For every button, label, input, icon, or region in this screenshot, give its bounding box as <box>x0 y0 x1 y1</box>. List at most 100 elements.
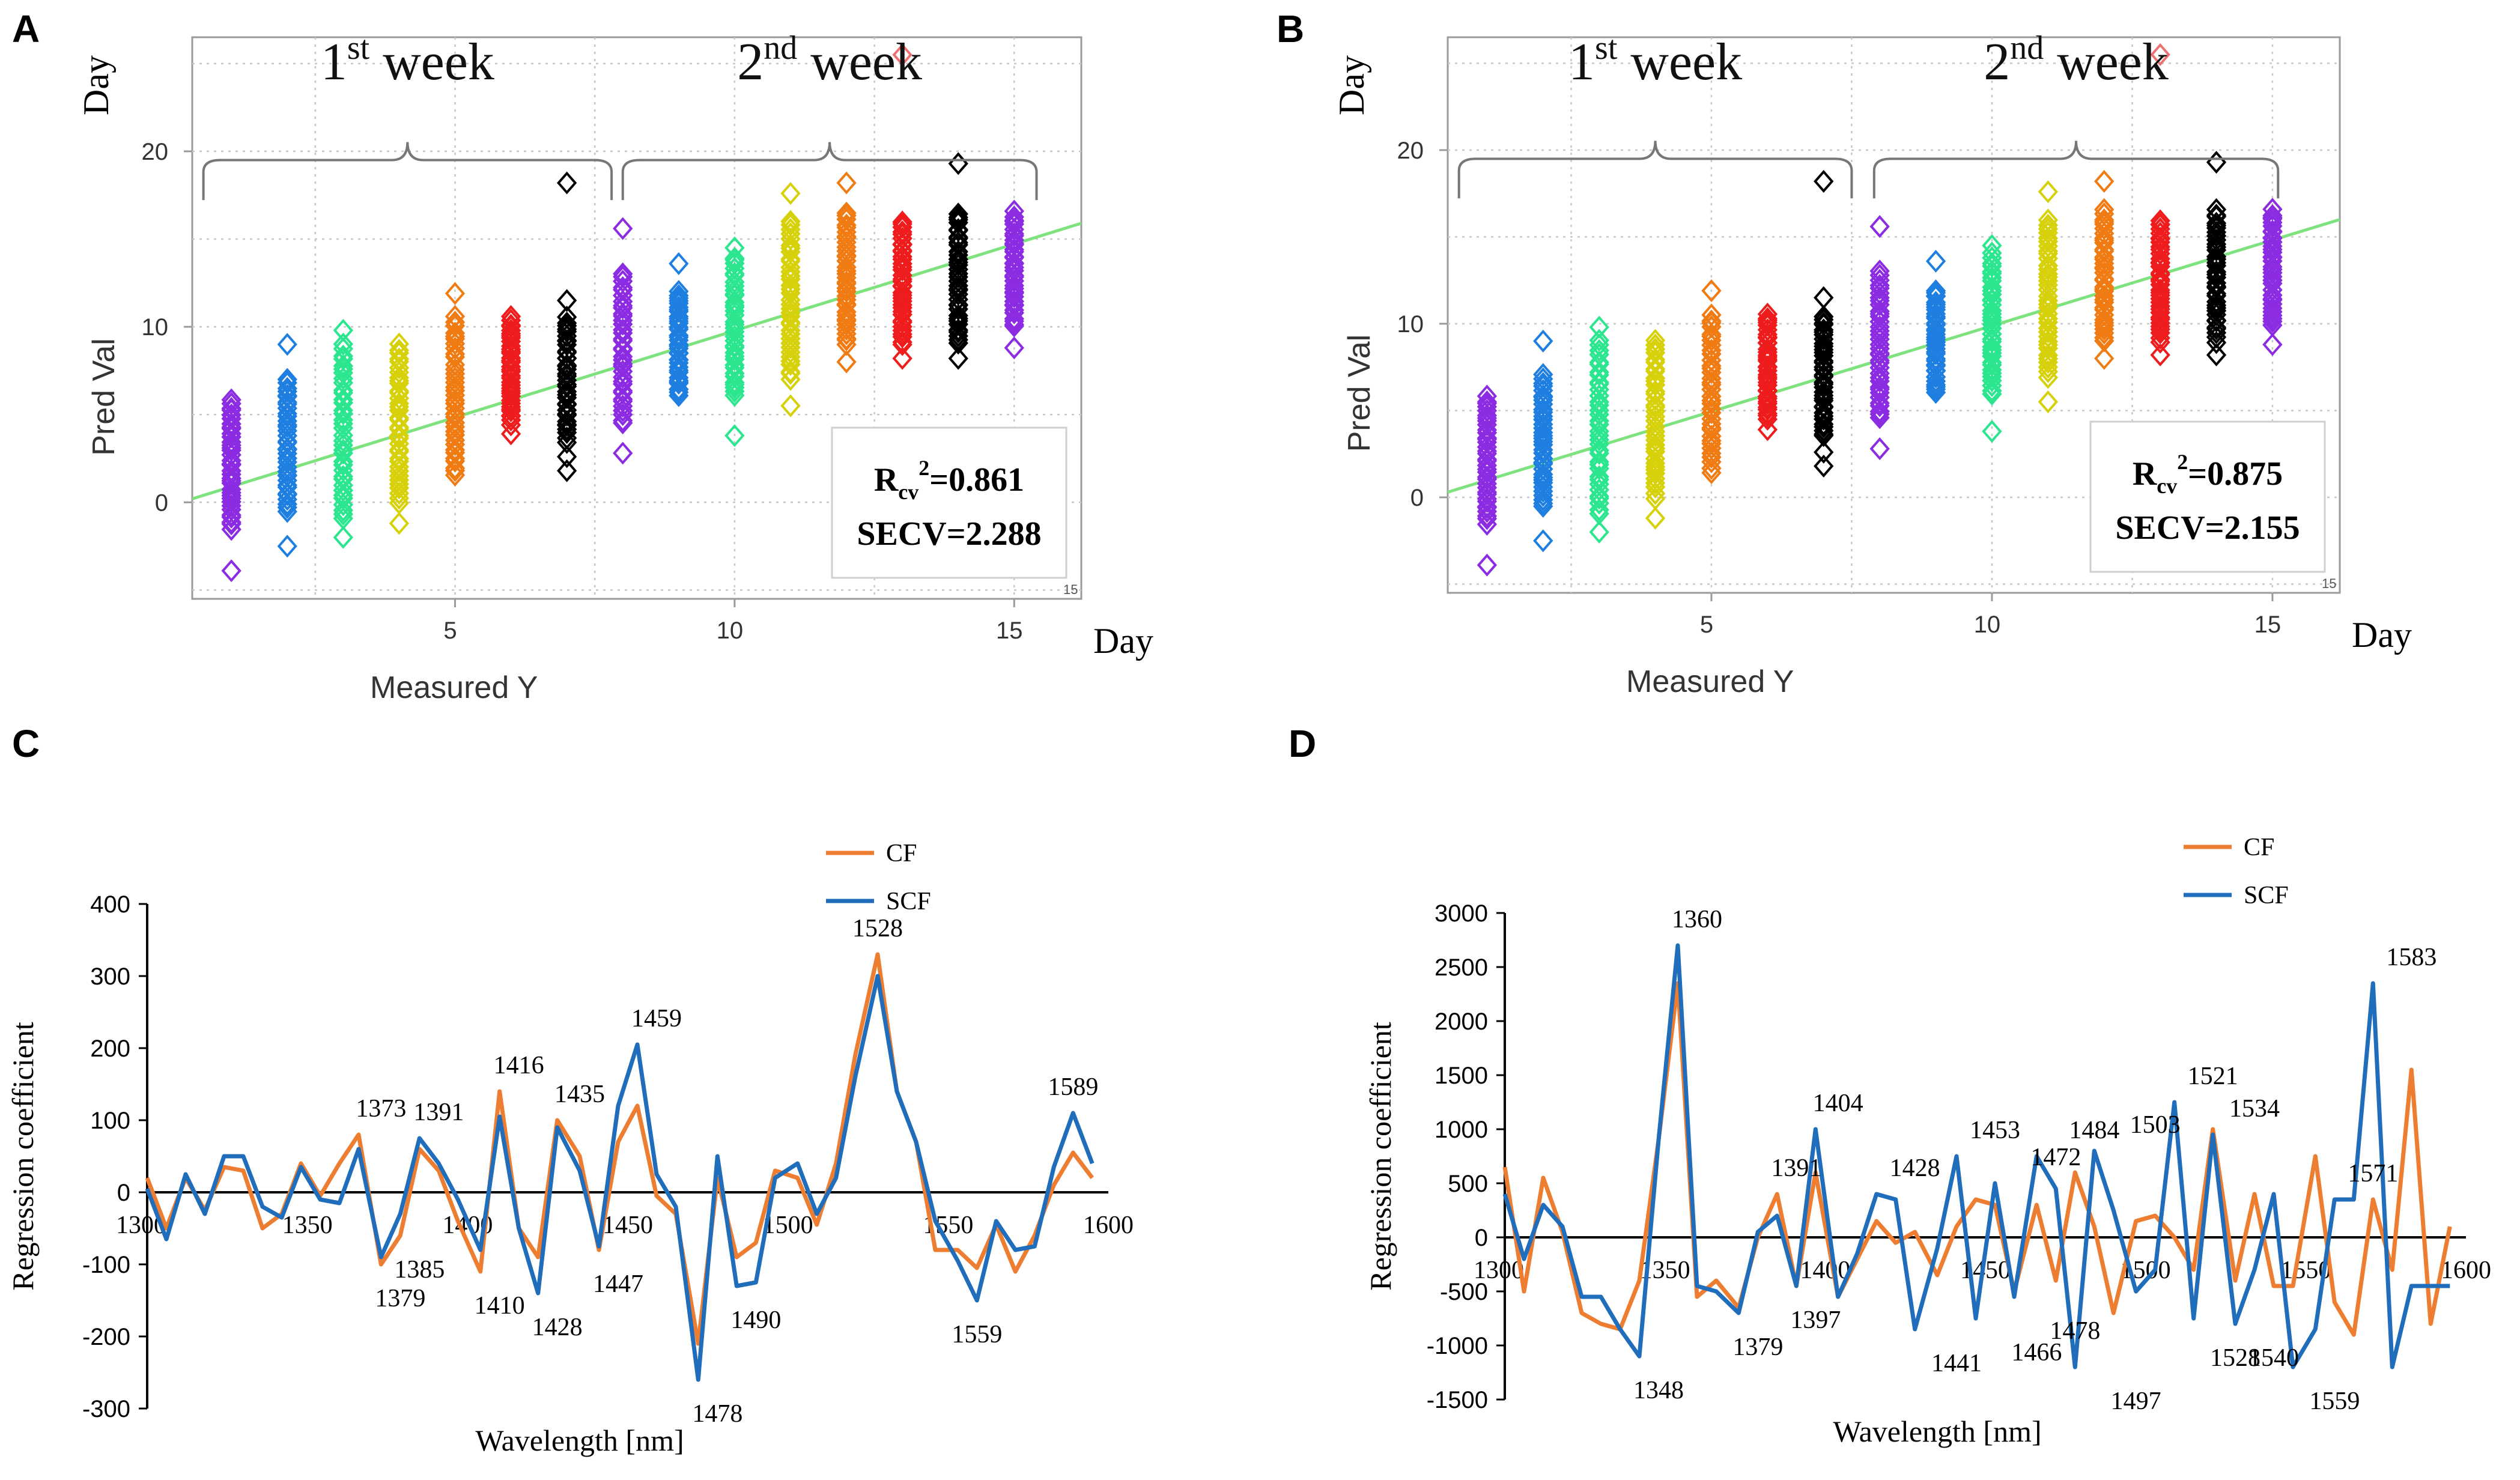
data-point <box>1589 441 1609 465</box>
data-column-day-12 <box>2094 169 2115 370</box>
data-point <box>1589 363 1609 387</box>
data-column-day-3 <box>333 318 353 549</box>
data-point <box>1982 338 2002 362</box>
data-point <box>1982 255 2002 278</box>
data-point <box>1757 341 1778 364</box>
data-point <box>2038 347 2058 371</box>
data-column-day-12 <box>836 171 857 374</box>
data-point <box>1814 305 1834 329</box>
data-point <box>2038 333 2058 357</box>
data-point <box>1477 384 1498 408</box>
data-point <box>613 312 633 336</box>
y-tick-label: 500 <box>1448 1171 1488 1197</box>
peak-annotation: 1528 <box>2210 1344 2260 1372</box>
data-point <box>389 469 410 492</box>
data-point <box>948 205 968 229</box>
week-ordinal-suffix: st <box>347 29 370 67</box>
data-column-day-8 <box>613 217 633 465</box>
peak-annotation: 1478 <box>692 1400 742 1428</box>
y-tick-label: -300 <box>82 1396 130 1422</box>
legend-label-cf: CF <box>2244 834 2274 861</box>
x-tick-label: 1600 <box>1083 1212 1134 1239</box>
week-word: week <box>369 33 494 91</box>
data-point <box>1925 369 1946 393</box>
data-point <box>1982 362 2002 385</box>
peak-annotation: 1559 <box>952 1321 1002 1348</box>
data-column-day-3 <box>1589 315 1609 544</box>
data-point <box>780 350 801 373</box>
peak-annotation: 1521 <box>2188 1063 2238 1090</box>
data-point <box>892 210 912 234</box>
data-point <box>780 278 801 301</box>
data-point <box>724 365 745 388</box>
data-point <box>1533 488 1553 512</box>
data-point <box>1701 401 1722 425</box>
data-point <box>1757 302 1778 326</box>
data-point <box>2038 320 2058 344</box>
line-chart-d: -1500 -1000 -500 0 500 1000 1500 2000 2500 3000 13… <box>1364 834 2491 1448</box>
y-tick-label: 10 <box>142 314 169 341</box>
data-point <box>2262 287 2283 311</box>
x-tick-label: 15 <box>2254 611 2282 638</box>
data-point-outlier <box>1477 553 1498 577</box>
data-point-outlier <box>836 171 857 195</box>
data-point-outlier <box>892 347 912 370</box>
data-point <box>445 392 466 415</box>
x-tick-label: 1600 <box>2441 1257 2491 1284</box>
y-unit-label: Day <box>1332 55 1371 115</box>
peak-annotation: 1391 <box>1771 1154 1821 1182</box>
data-point <box>221 434 241 457</box>
y-tick-label: 400 <box>90 891 130 918</box>
data-point <box>1869 327 1890 351</box>
x-tick-label: 5 <box>1700 611 1713 638</box>
data-column-day-7 <box>1814 169 1834 478</box>
data-point <box>1645 338 1666 361</box>
data-point <box>2262 258 2283 281</box>
data-point <box>836 322 857 345</box>
data-point <box>1533 484 1553 507</box>
data-point-outlier <box>2094 169 2115 193</box>
data-point <box>2150 231 2170 254</box>
corner-mark: 15 <box>2322 576 2336 591</box>
data-point-outlier <box>2094 347 2115 370</box>
legend-label-cf: CF <box>886 840 917 867</box>
data-point <box>1004 256 1024 279</box>
data-point <box>2094 278 2115 301</box>
data-point <box>948 262 968 285</box>
data-point <box>1869 302 1890 326</box>
data-point <box>221 462 241 486</box>
data-point <box>333 347 353 371</box>
data-point <box>333 402 353 425</box>
data-point <box>277 380 297 403</box>
data-point <box>1645 424 1666 447</box>
peak-annotation: 1478 <box>2050 1317 2100 1345</box>
data-point <box>1869 337 1890 360</box>
data-point <box>669 351 689 375</box>
data-point <box>1701 342 1722 366</box>
data-point <box>2262 198 2283 221</box>
data-point-outlier <box>389 512 410 535</box>
data-point <box>2094 202 2115 226</box>
data-point-outlier <box>892 43 912 67</box>
data-point <box>556 305 577 329</box>
data-column-day-4 <box>1645 329 1666 530</box>
data-point <box>1645 475 1666 499</box>
week-label-1: 1st week <box>1568 29 1742 91</box>
peak-annotation: 1447 <box>593 1270 643 1298</box>
data-point-outlier <box>724 424 745 447</box>
data-point <box>445 405 466 429</box>
data-point <box>1645 472 1666 495</box>
data-point-outlier <box>1814 454 1834 478</box>
data-point <box>445 314 466 338</box>
data-point-outlier <box>1004 336 1024 360</box>
data-column-day-5 <box>445 282 466 487</box>
data-point <box>1814 308 1834 332</box>
data-point <box>1982 279 2002 303</box>
data-point <box>445 362 466 386</box>
data-point <box>780 213 801 237</box>
peak-annotation: 1404 <box>1813 1090 1863 1117</box>
data-point <box>1004 199 1024 223</box>
data-point <box>221 416 241 439</box>
data-point <box>1533 363 1553 386</box>
data-column-day-4 <box>389 332 410 535</box>
